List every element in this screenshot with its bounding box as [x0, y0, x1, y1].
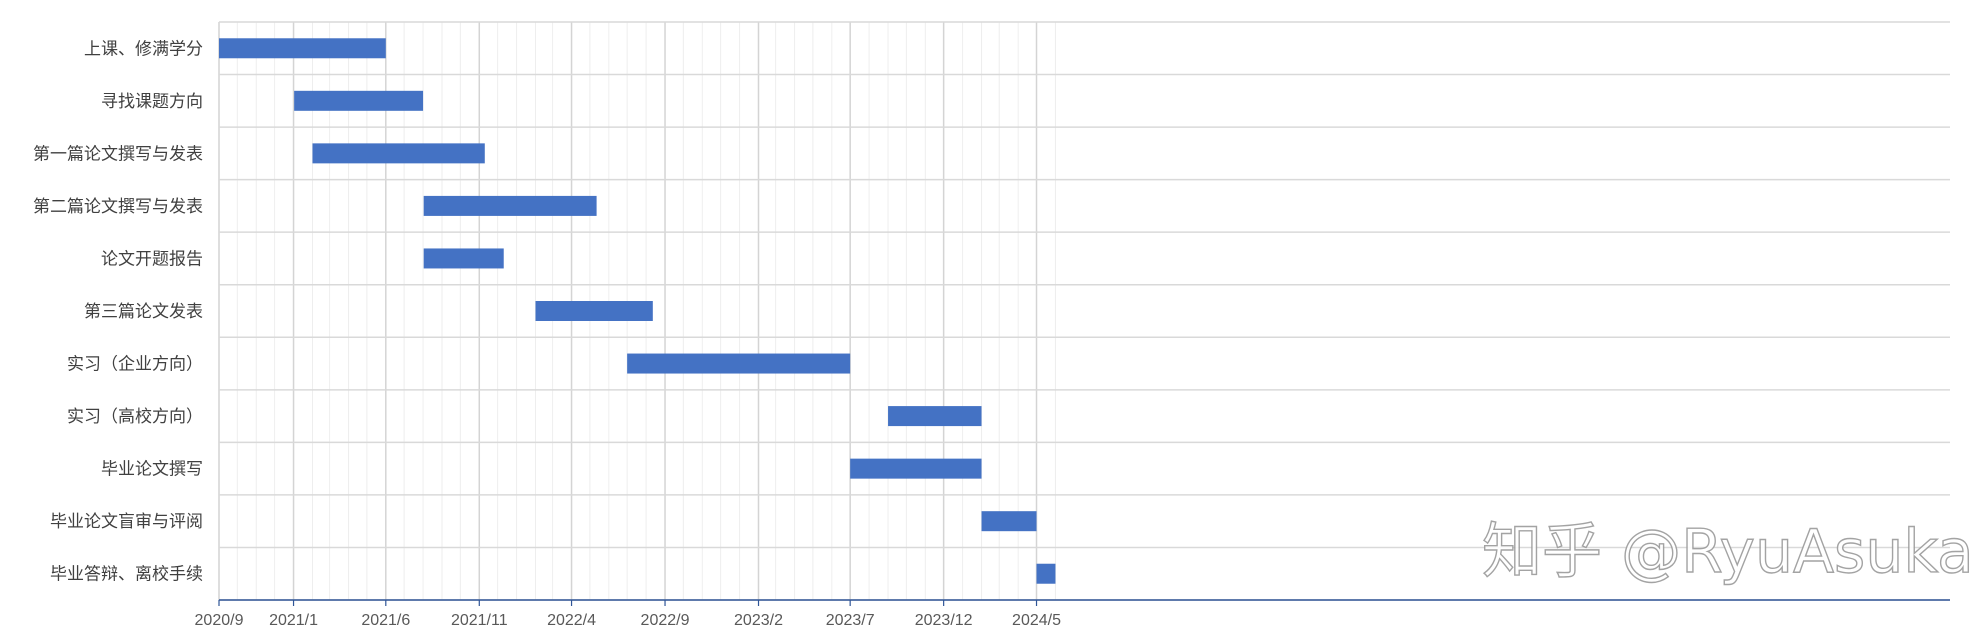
task-bar — [219, 38, 386, 59]
x-tick-label: 2021/11 — [451, 612, 508, 629]
row-gridlines — [219, 21, 1950, 601]
task-label: 毕业答辩、离校手续 — [50, 565, 203, 585]
x-tick-label: 2022/9 — [641, 612, 690, 629]
task-label: 论文开题报告 — [101, 249, 203, 269]
task-label: 第一篇论文撰写与发表 — [33, 144, 203, 164]
task-labels: 上课、修满学分寻找课题方向第一篇论文撰写与发表第二篇论文撰写与发表论文开题报告第… — [33, 39, 203, 584]
x-tick-label: 2021/1 — [269, 612, 318, 629]
task-label: 实习（高校方向） — [67, 407, 203, 427]
task-bar — [294, 90, 424, 111]
task-label: 毕业论文撰写 — [101, 460, 203, 480]
x-tick-label: 2024/5 — [1012, 612, 1061, 629]
task-label: 寻找课题方向 — [101, 92, 203, 112]
task-bar — [981, 511, 1037, 532]
task-bar — [312, 143, 485, 164]
x-tick-label: 2022/4 — [547, 612, 596, 629]
x-tick-label: 2020/9 — [195, 612, 244, 629]
task-label: 第二篇论文撰写与发表 — [33, 197, 203, 217]
task-label: 上课、修满学分 — [84, 39, 203, 59]
task-label: 毕业论文盲审与评阅 — [50, 512, 203, 532]
watermark: 知乎 @RyuAsuka — [1482, 517, 1974, 587]
task-label: 第三篇论文发表 — [84, 302, 203, 322]
task-bars — [219, 38, 1056, 584]
task-bar — [888, 406, 982, 427]
task-bar — [627, 353, 851, 374]
task-bar — [423, 195, 597, 216]
task-bar — [535, 301, 653, 321]
task-bar — [1036, 563, 1056, 584]
task-bar — [423, 248, 504, 269]
x-tick-label: 2023/2 — [734, 612, 783, 629]
x-tick-label: 2021/6 — [361, 612, 410, 629]
x-axis-ticks: 2020/9 2021/1 2021/6 2021/11 2022/4 2022/9 202… — [195, 600, 1061, 629]
x-tick-label: 2023/7 — [826, 612, 875, 629]
task-label: 实习（企业方向） — [67, 355, 203, 375]
task-bar — [850, 458, 982, 479]
x-tick-label: 2023/12 — [915, 612, 973, 629]
